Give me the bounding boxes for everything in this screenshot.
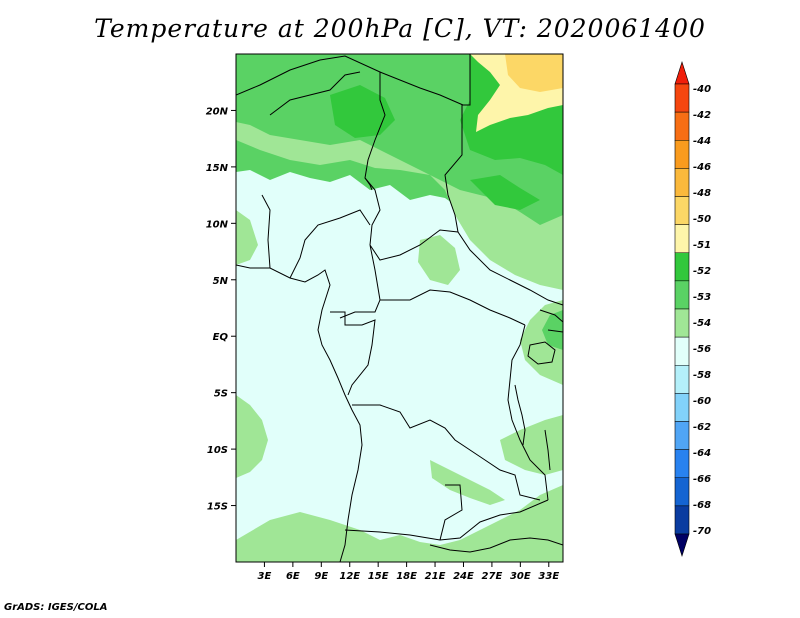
contour-band-52-north-patch	[330, 85, 395, 138]
colorbar-label: -70	[693, 526, 711, 537]
contour-band-54-southwest	[236, 395, 268, 478]
lon-tick-label: 12E	[339, 571, 360, 582]
border-east-africa	[539, 309, 563, 333]
lat-tick-label: 10N	[206, 219, 229, 230]
colorbar-swatch	[674, 449, 690, 479]
lake-victoria	[527, 341, 556, 365]
contour-band-53-east-inner	[542, 310, 563, 350]
colorbar-swatch	[674, 224, 690, 254]
colorbar-label: -48	[693, 188, 711, 199]
border-drc-east	[507, 324, 549, 501]
lon-tick-label: 6E	[286, 571, 300, 582]
map-frame	[235, 53, 564, 563]
longitude-axis: 3E 6E 9E 12E 15E 18E 21E 24E 27E 30E 33E	[258, 562, 559, 582]
colorbar-swatch	[674, 139, 690, 169]
lon-tick-label: 30E	[510, 571, 531, 582]
colorbar-label: -42	[693, 110, 711, 121]
lon-tick-label: 21E	[425, 571, 446, 582]
country-borders	[236, 54, 563, 562]
lat-tick-label: 10S	[207, 445, 228, 456]
lake-tanganyika	[514, 384, 526, 446]
lon-tick-label: 27E	[482, 571, 503, 582]
colorbar-swatch	[674, 83, 690, 113]
contour-band-52-east-patch	[470, 175, 540, 210]
colorbar-label: -60	[693, 396, 711, 407]
lon-tick-label: 18E	[396, 571, 417, 582]
border-zambia	[439, 484, 463, 541]
lon-tick-label: 15E	[368, 571, 389, 582]
colorbar-swatch	[674, 533, 690, 557]
lat-tick-label: EQ	[213, 332, 229, 343]
border-angola-south	[344, 499, 549, 541]
lon-tick-label: 24E	[453, 571, 474, 582]
colorbar-swatch	[674, 280, 690, 310]
contour-band-54-sahel	[236, 122, 563, 290]
colorbar-swatch	[674, 61, 690, 85]
colorbar-label: -68	[693, 500, 711, 511]
colorbar-swatch	[674, 308, 690, 338]
border-car-drc	[380, 289, 526, 326]
lat-tick-label: 15N	[206, 163, 229, 174]
colorbar-swatch	[674, 252, 690, 282]
lon-tick-label: 33E	[538, 571, 559, 582]
colorbar-label: -44	[693, 136, 711, 147]
colorbar: -40 -42 -44 -46 -48 -50 -51 -52 -53 -54 -56 -58 -60 -…	[674, 61, 711, 557]
colorbar-label: -52	[693, 266, 711, 277]
lat-tick-label: 5N	[213, 276, 229, 287]
lat-tick-label: 5S	[214, 389, 228, 400]
lake-malawi	[544, 429, 551, 471]
colorbar-label: -54	[693, 318, 711, 329]
temperature-field	[236, 54, 563, 562]
coastline-west-africa	[236, 264, 363, 562]
colorbar-swatch	[674, 505, 690, 535]
colorbar-swatch	[674, 364, 690, 394]
colorbar-label: -50	[693, 214, 711, 225]
border-drc-angola	[352, 404, 541, 501]
colorbar-label: -51	[693, 240, 711, 251]
colorbar-label: -62	[693, 422, 711, 433]
colorbar-swatch	[674, 168, 690, 197]
border-gulf-states	[261, 194, 371, 279]
lake-chad	[364, 177, 373, 191]
border-sahara-2	[444, 54, 563, 306]
colorbar-swatch	[674, 477, 690, 507]
lat-tick-label: 15S	[207, 502, 228, 513]
border-niger-chad	[364, 72, 386, 246]
border-southern	[429, 537, 563, 553]
colorbar-label: -40	[693, 84, 711, 95]
lon-tick-label: 9E	[314, 571, 328, 582]
colorbar-label: -56	[693, 344, 711, 355]
colorbar-swatch	[674, 421, 690, 450]
colorbar-label: -64	[693, 448, 711, 459]
border-gabon-congo	[330, 311, 376, 396]
colorbar-label: -66	[693, 474, 711, 485]
contour-band-54-east-strip	[430, 460, 505, 505]
colorbar-label: -53	[693, 292, 711, 303]
lon-tick-label: 3E	[258, 571, 272, 582]
map-title: Temperature at 200hPa [C], VT: 202006140…	[94, 14, 706, 43]
colorbar-label: -58	[693, 370, 711, 381]
contour-band-54-central	[418, 235, 460, 285]
border-sahara-1	[236, 55, 464, 106]
lat-tick-label: 20N	[206, 106, 229, 117]
latitude-axis: 20N 15N 10N 5N EQ 5S 10S 15S	[206, 106, 236, 513]
colorbar-swatch	[674, 336, 690, 366]
border-cameroon-car	[339, 229, 459, 319]
contour-band-50	[505, 54, 563, 92]
colorbar-swatch	[674, 111, 690, 141]
border-nigeria	[269, 71, 361, 116]
colorbar-swatch	[674, 196, 690, 225]
colorbar-swatch	[674, 393, 690, 422]
grads-credit: GrADS: IGES/COLA	[4, 602, 108, 613]
colorbar-label: -46	[693, 162, 711, 173]
contour-band-54-south	[236, 485, 563, 562]
contour-band-54-southeast	[500, 415, 563, 475]
contour-band-54-gulf	[236, 210, 258, 265]
